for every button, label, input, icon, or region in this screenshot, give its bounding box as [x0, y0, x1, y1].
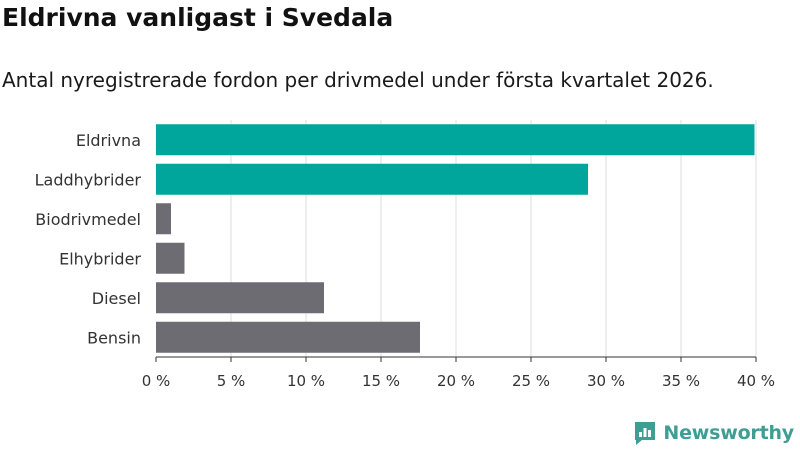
brand-logo: Newsworthy — [633, 420, 794, 446]
x-tick-label: 35 % — [662, 372, 700, 390]
bar — [156, 242, 185, 274]
newsworthy-logo-icon — [635, 422, 656, 445]
bar — [156, 124, 755, 156]
x-tick-label: 10 % — [287, 372, 325, 390]
bar — [156, 282, 324, 314]
category-label: Laddhybrider — [35, 170, 142, 189]
x-tick-label: 5 % — [217, 372, 246, 390]
x-tick-label: 20 % — [437, 372, 475, 390]
x-tick-label: 40 % — [737, 372, 775, 390]
category-label: Diesel — [92, 289, 141, 308]
x-tick-label: 0 % — [142, 372, 171, 390]
bar — [156, 163, 588, 195]
x-tick-label: 15 % — [362, 372, 400, 390]
bar — [156, 321, 420, 353]
category-label: Biodrivmedel — [35, 210, 141, 229]
bar — [156, 203, 171, 235]
category-label: Eldrivna — [76, 131, 141, 150]
chart-title: Eldrivna vanligast i Svedala — [2, 3, 394, 32]
category-label: Elhybrider — [59, 249, 141, 268]
brand-name: Newsworthy — [663, 422, 794, 444]
x-tick-label: 25 % — [512, 372, 550, 390]
chart-subtitle: Antal nyregistrerade fordon per drivmede… — [2, 68, 714, 92]
category-label: Bensin — [87, 328, 141, 347]
x-tick-label: 30 % — [587, 372, 625, 390]
